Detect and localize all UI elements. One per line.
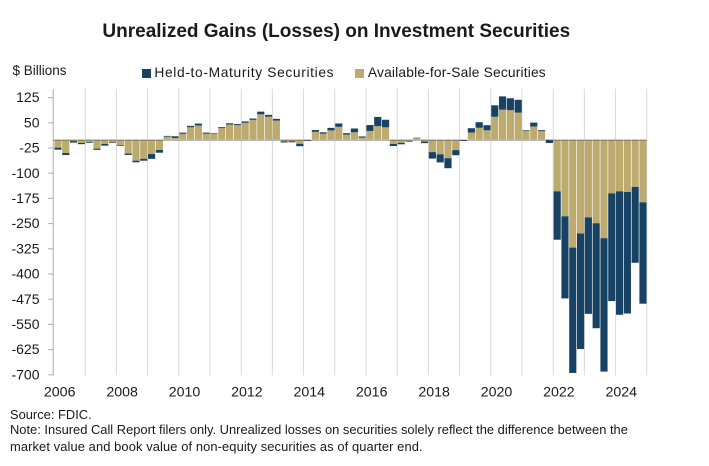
svg-text:2008: 2008 xyxy=(106,384,138,400)
svg-text:125: 125 xyxy=(16,89,40,105)
svg-text:-175: -175 xyxy=(11,190,39,206)
svg-text:-700: -700 xyxy=(11,366,39,382)
svg-text:50: 50 xyxy=(24,114,40,130)
svg-text:-100: -100 xyxy=(11,165,39,181)
svg-text:2006: 2006 xyxy=(44,384,76,400)
svg-text:2024: 2024 xyxy=(606,384,638,400)
svg-text:2018: 2018 xyxy=(418,384,450,400)
svg-text:-250: -250 xyxy=(11,215,39,231)
svg-text:2022: 2022 xyxy=(543,384,575,400)
svg-text:-550: -550 xyxy=(11,316,39,332)
svg-text:-25: -25 xyxy=(19,140,39,156)
svg-text:2016: 2016 xyxy=(356,384,388,400)
svg-text:-400: -400 xyxy=(11,266,39,282)
svg-text:-325: -325 xyxy=(11,240,39,256)
svg-text:2020: 2020 xyxy=(481,384,513,400)
svg-text:-475: -475 xyxy=(11,291,39,307)
svg-text:2014: 2014 xyxy=(294,384,326,400)
svg-text:2012: 2012 xyxy=(231,384,263,400)
svg-text:-625: -625 xyxy=(11,341,39,357)
svg-text:2010: 2010 xyxy=(169,384,201,400)
